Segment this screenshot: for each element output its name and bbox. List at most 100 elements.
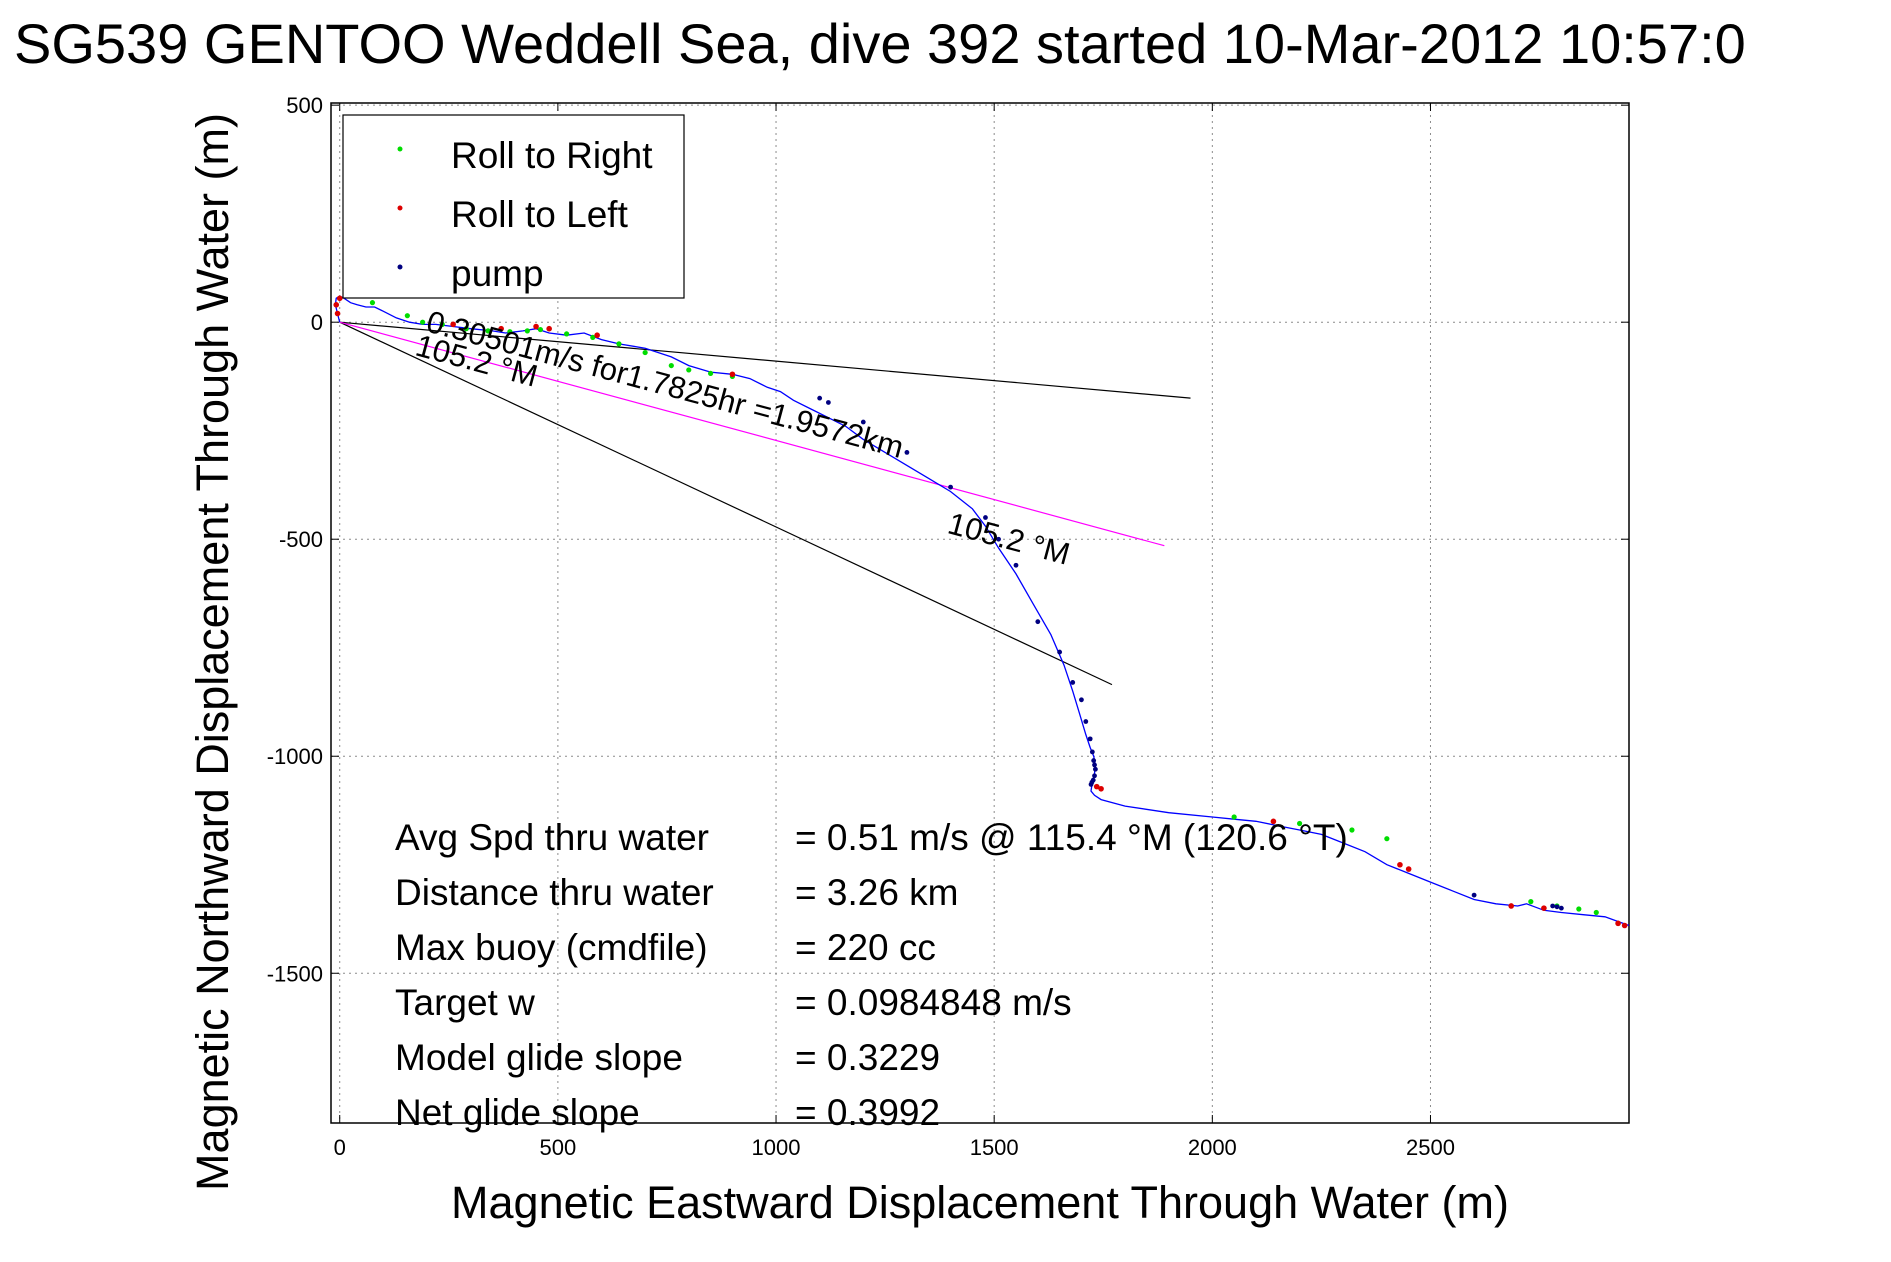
y-axis-label: Magnetic Northward Displacement Through … [187, 113, 238, 1191]
stat-label-distance: Distance thru water [395, 872, 714, 913]
pump-point [1089, 749, 1095, 755]
roll-left-point [336, 295, 343, 302]
roll-right-point [537, 326, 544, 333]
x-axis-ticks: 0 500 1000 1500 2000 2500 [334, 103, 1455, 1160]
roll-left-point [729, 371, 736, 378]
roll-right-point [668, 362, 674, 369]
reference-line-2 [339, 321, 1113, 686]
roll-left-point [1405, 866, 1412, 872]
pump-point [1087, 736, 1093, 742]
pump-point [825, 400, 831, 405]
roll-left-point [450, 321, 456, 328]
roll-left-point [1098, 785, 1104, 792]
stat-label-max-buoy: Max buoy (cmdfile) [395, 927, 708, 968]
plot-frame [330, 102, 1630, 1124]
x-tick-label: 1000 [752, 1135, 801, 1160]
x-tick-label: 0 [334, 1135, 346, 1160]
roll-right-point [1576, 906, 1582, 912]
legend: Roll to Right Roll to Left pump [342, 114, 685, 299]
pump-point [1471, 892, 1477, 898]
x-tick-label: 2500 [1406, 1135, 1455, 1160]
chart-title: SG539 GENTOO Weddell Sea, dive 392 start… [14, 12, 1746, 75]
pump-point [996, 536, 1001, 542]
y-tick-label: -1000 [267, 744, 323, 769]
x-tick-label: 1500 [970, 1135, 1019, 1160]
reference-line-3 [339, 321, 1165, 547]
stat-value-avg-speed: = 0.51 m/s @ 115.4 °M (120.6 °T) [795, 817, 1348, 858]
stat-label-target-w: Target w [395, 982, 535, 1023]
dive-track [334, 295, 1630, 927]
roll-right-point [485, 328, 491, 334]
roll-left-point [1621, 922, 1628, 929]
roll-left-point [1397, 861, 1403, 868]
grid [331, 103, 1629, 1123]
stat-value-model-glide-slope: = 0.3229 [795, 1037, 940, 1078]
legend-label-roll-left: Roll to Left [451, 194, 629, 235]
roll-left-point [334, 310, 341, 317]
roll-left-point [1615, 920, 1621, 927]
x-axis-label: Magnetic Eastward Displacement Through W… [451, 1177, 1509, 1228]
pump-point [1083, 719, 1089, 724]
pump-point [860, 419, 866, 425]
stat-label-model-glide-slope: Model glide slope [395, 1037, 683, 1078]
roll-left-point [533, 323, 539, 330]
pump-point [948, 484, 953, 490]
roll-left-point [1541, 905, 1547, 911]
pump-point [817, 395, 823, 401]
pump-point [1093, 766, 1098, 772]
roll-left-point [1093, 783, 1100, 790]
pump-point [1013, 562, 1019, 568]
pump-point [1079, 697, 1084, 703]
legend-label-pump: pump [451, 253, 544, 294]
y-axis-ticks: 500 0 -500 -1000 -1500 [267, 93, 1629, 986]
reference-line-1 [339, 321, 1191, 399]
y-tick-label: 0 [311, 310, 323, 335]
roll-left-point [1508, 903, 1514, 909]
legend-marker-pump [397, 264, 403, 270]
pump-point [1558, 905, 1564, 911]
roll-right-point [524, 328, 530, 334]
legend-marker-roll-right [397, 146, 403, 152]
pump-point [1092, 773, 1097, 779]
stat-value-net-glide-slope: = 0.3992 [795, 1092, 940, 1133]
pump-point [1057, 649, 1063, 655]
stat-label-avg-speed: Avg Spd thru water [395, 817, 709, 858]
stat-value-distance: = 3.26 km [795, 872, 959, 913]
legend-marker-roll-left [397, 205, 403, 211]
x-tick-label: 2000 [1188, 1135, 1237, 1160]
roll-right-point [564, 331, 570, 337]
reference-lines [339, 321, 1191, 686]
roll-right-point [369, 300, 376, 306]
roll-right-point [463, 326, 469, 332]
pump-point [1035, 619, 1041, 625]
roll-left-point [546, 325, 552, 332]
roll-left-point [594, 332, 600, 339]
roll-right-point [686, 367, 692, 373]
roll-right-point [1384, 836, 1390, 842]
y-tick-label: 500 [286, 93, 323, 118]
roll-right-point [1593, 909, 1599, 916]
pump-point [1091, 758, 1097, 763]
roll-left-point [1270, 818, 1277, 825]
pump-point [983, 515, 988, 520]
pump-point [1092, 762, 1097, 768]
roll-right-point [1349, 827, 1355, 833]
data-points [333, 295, 1628, 929]
stat-label-net-glide-slope: Net glide slope [395, 1092, 640, 1133]
roll-right-point [590, 334, 596, 340]
stat-value-max-buoy: = 220 cc [795, 927, 936, 968]
roll-right-point [707, 370, 714, 377]
roll-left-point [498, 325, 504, 332]
roll-right-point [1528, 899, 1534, 905]
roll-right-point [616, 341, 622, 347]
pump-point [1554, 904, 1560, 910]
roll-right-point [439, 321, 445, 327]
legend-label-roll-right: Roll to Right [451, 135, 653, 176]
roll-right-point [1296, 820, 1303, 827]
roll-right-point [642, 349, 648, 356]
pump-point [1088, 782, 1094, 787]
stat-value-target-w: = 0.0984848 m/s [795, 982, 1072, 1023]
x-tick-label: 500 [540, 1135, 577, 1160]
